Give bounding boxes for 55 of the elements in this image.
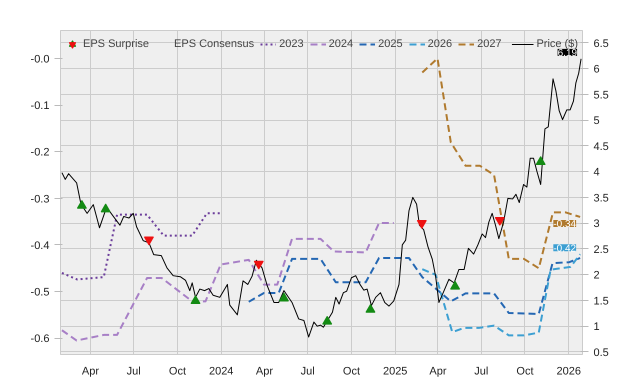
x-tick-label: 2024 [208, 366, 234, 378]
legend-label: 2025 [378, 38, 403, 50]
x-tick-label: Oct [342, 366, 360, 378]
x-tick-label: Apr [82, 366, 100, 378]
legend-label: EPS Surprise [83, 38, 150, 50]
y2-tick-label: 3.5 [594, 192, 609, 204]
x-tick-label: Jul [300, 366, 315, 378]
x-tick-label: Jul [126, 366, 141, 378]
y2-tick-label: 4 [594, 166, 600, 179]
y2-tick-label: 2 [594, 270, 600, 282]
y2-tick-label: 3 [594, 218, 600, 230]
y2-tick-label: 6 [594, 64, 600, 76]
y2-tick-label: 6.5 [594, 38, 609, 50]
point [278, 292, 289, 302]
y-tick-label: -0.2 [30, 146, 50, 159]
x-tick-label: Oct [516, 366, 534, 378]
legend-label: 2027 [477, 38, 502, 50]
y2-tick-label: 1 [594, 321, 600, 334]
x-tick-label: Apr [429, 366, 447, 378]
y2-tick-label: 5.5 [594, 89, 609, 102]
y-tick-label: -0.1 [30, 100, 50, 112]
data-label: -0.42 [553, 243, 577, 254]
point [76, 200, 87, 209]
x-tick-label: 2025 [382, 366, 408, 378]
y-tick-label: -0.0 [30, 53, 50, 66]
line-series [60, 222, 395, 342]
line-series [421, 253, 582, 336]
y-tick-label: -0.4 [30, 240, 50, 252]
point [365, 304, 376, 313]
x-tick-label: Apr [256, 366, 274, 378]
y2-tick-label: 2.5 [594, 244, 609, 256]
line-series [248, 257, 582, 315]
line-series [61, 58, 582, 338]
point [536, 156, 546, 165]
y-tick-label: -0.3 [30, 193, 50, 206]
legend-label: Price ($) [536, 38, 578, 50]
y2-tick-label: 4.5 [594, 140, 609, 153]
y-tick-label: -0.6 [30, 333, 50, 346]
point [322, 316, 332, 325]
y-tick-label: -0.5 [30, 286, 50, 299]
line-series [60, 212, 222, 280]
line-series [421, 57, 582, 270]
y2-tick-label: 0.5 [594, 346, 609, 359]
legend-label: 2023 [279, 38, 304, 50]
legend-label: 2026 [428, 38, 452, 50]
x-tick-label: 2026 [556, 366, 581, 378]
point [190, 295, 201, 304]
x-tick-label: Oct [168, 366, 186, 378]
x-tick-label: Jul [474, 366, 488, 378]
y2-tick-label: 5 [594, 115, 600, 128]
y2-tick-label: 1.5 [594, 295, 609, 308]
point [100, 204, 111, 212]
point [450, 280, 460, 290]
legend-title: EPS Consensus [174, 38, 254, 50]
legend-label: 2024 [328, 38, 354, 50]
